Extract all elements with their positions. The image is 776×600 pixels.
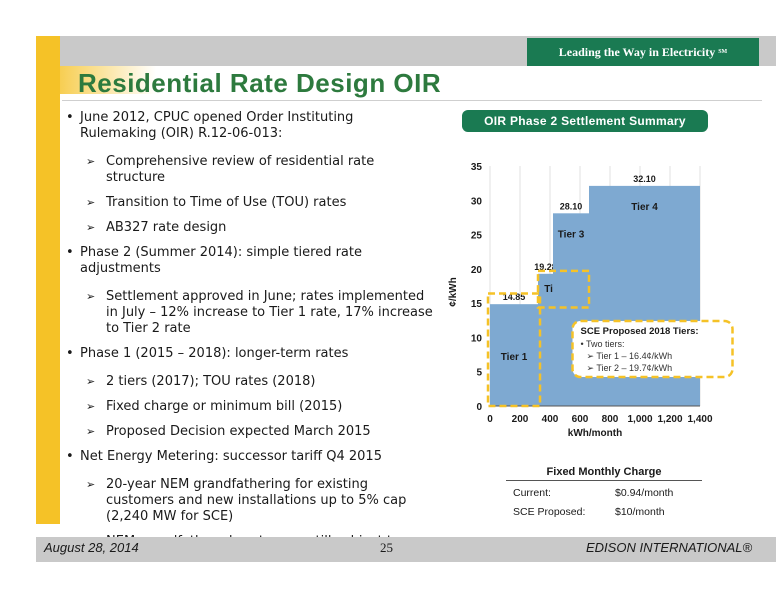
y-tick-label: 20 xyxy=(471,265,483,276)
x-tick-label: 1,000 xyxy=(627,414,652,425)
bullet-list: June 2012, CPUC opened Order Instituting… xyxy=(64,110,434,575)
x-tick-label: 400 xyxy=(542,414,559,425)
tier-label: Tier 3 xyxy=(558,229,585,240)
tier-bar xyxy=(490,304,538,406)
data-label: 19.28 xyxy=(534,262,557,272)
y-tick-label: 5 xyxy=(476,368,482,379)
y-tick-label: 10 xyxy=(471,333,483,344)
footer-bar xyxy=(36,537,776,562)
title-divider xyxy=(62,100,762,101)
y-tick-label: 25 xyxy=(471,231,483,242)
y-tick-label: 0 xyxy=(476,402,482,413)
bullet-item: June 2012, CPUC opened Order Instituting… xyxy=(64,110,434,142)
x-tick-label: 200 xyxy=(512,414,529,425)
footer-company: EDISON INTERNATIONAL® xyxy=(586,540,753,555)
proposed-tier1-box xyxy=(486,292,542,408)
data-label: 32.10 xyxy=(633,174,656,184)
y-tick-label: 15 xyxy=(471,299,483,310)
fixed-charge-label: SCE Proposed: xyxy=(513,506,586,518)
x-tick-label: 600 xyxy=(572,414,589,425)
bullet-item: Phase 1 (2015 – 2018): longer-term rates xyxy=(64,346,434,362)
tier-label: Tier 4 xyxy=(631,202,658,213)
sub-bullet-item: Settlement approved in June; rates imple… xyxy=(64,289,434,337)
proposal-line: • Two tiers: xyxy=(581,339,625,349)
x-tick-label: 1,200 xyxy=(657,414,682,425)
sub-bullet-item: Proposed Decision expected March 2015 xyxy=(64,424,434,440)
x-tick-label: 800 xyxy=(602,414,619,425)
y-axis-label: ¢/kWh xyxy=(448,277,459,306)
side-accent-fade xyxy=(36,66,156,94)
fixed-charge-value: $10/month xyxy=(615,506,665,518)
sub-bullet-item: Comprehensive review of residential rate… xyxy=(64,154,434,186)
tier-label: Tier 1 xyxy=(501,352,528,363)
side-accent-bar xyxy=(36,36,60,524)
fixed-charge-value: $0.94/month xyxy=(615,487,674,499)
tagline-banner: Leading the Way in Electricity SM xyxy=(527,38,759,66)
footer-date: August 28, 2014 xyxy=(44,540,139,555)
sub-bullet-item: Fixed charge or minimum bill (2015) xyxy=(64,399,434,415)
proposal-title: SCE Proposed 2018 Tiers: xyxy=(581,326,699,337)
proposed-tier2-box xyxy=(536,269,591,309)
page-number: 25 xyxy=(380,540,393,555)
fixed-charge-label: Current: xyxy=(513,487,551,499)
tagline-text: Leading the Way in Electricity xyxy=(558,44,716,59)
x-tick-label: 0 xyxy=(487,414,493,425)
x-tick-label: 1,400 xyxy=(687,414,712,425)
proposal-line: ➢ Tier 1 – 16.4¢/kWh xyxy=(587,351,673,361)
sub-bullet-item: 20-year NEM grandfathering for existing … xyxy=(64,477,434,525)
proposal-line: ➢ Tier 2 – 19.7¢/kWh xyxy=(587,363,673,373)
x-axis-label: kWh/month xyxy=(568,428,622,439)
tier-bar xyxy=(553,213,589,406)
proposal-callout xyxy=(571,319,734,379)
data-label: 14.85 xyxy=(503,292,526,302)
summary-header: OIR Phase 2 Settlement Summary xyxy=(462,110,708,132)
y-tick-label: 35 xyxy=(471,162,483,173)
tagline-mark: SM xyxy=(718,49,728,55)
page-title: Residential Rate Design OIR xyxy=(78,68,442,98)
sub-bullet-item: Transition to Time of Use (TOU) rates xyxy=(64,195,434,211)
sub-bullet-item: 2 tiers (2017); TOU rates (2018) xyxy=(64,374,434,390)
data-label: 28.10 xyxy=(560,201,583,211)
fixed-charge-title: Fixed Monthly Charge xyxy=(546,466,662,478)
fixed-charge-divider xyxy=(506,480,702,481)
bullet-item: Phase 2 (Summer 2014): simple tiered rat… xyxy=(64,245,434,277)
y-tick-label: 30 xyxy=(471,196,483,207)
sub-bullet-item: AB327 rate design xyxy=(64,220,434,236)
bullet-item: Net Energy Metering: successor tariff Q4… xyxy=(64,449,434,465)
